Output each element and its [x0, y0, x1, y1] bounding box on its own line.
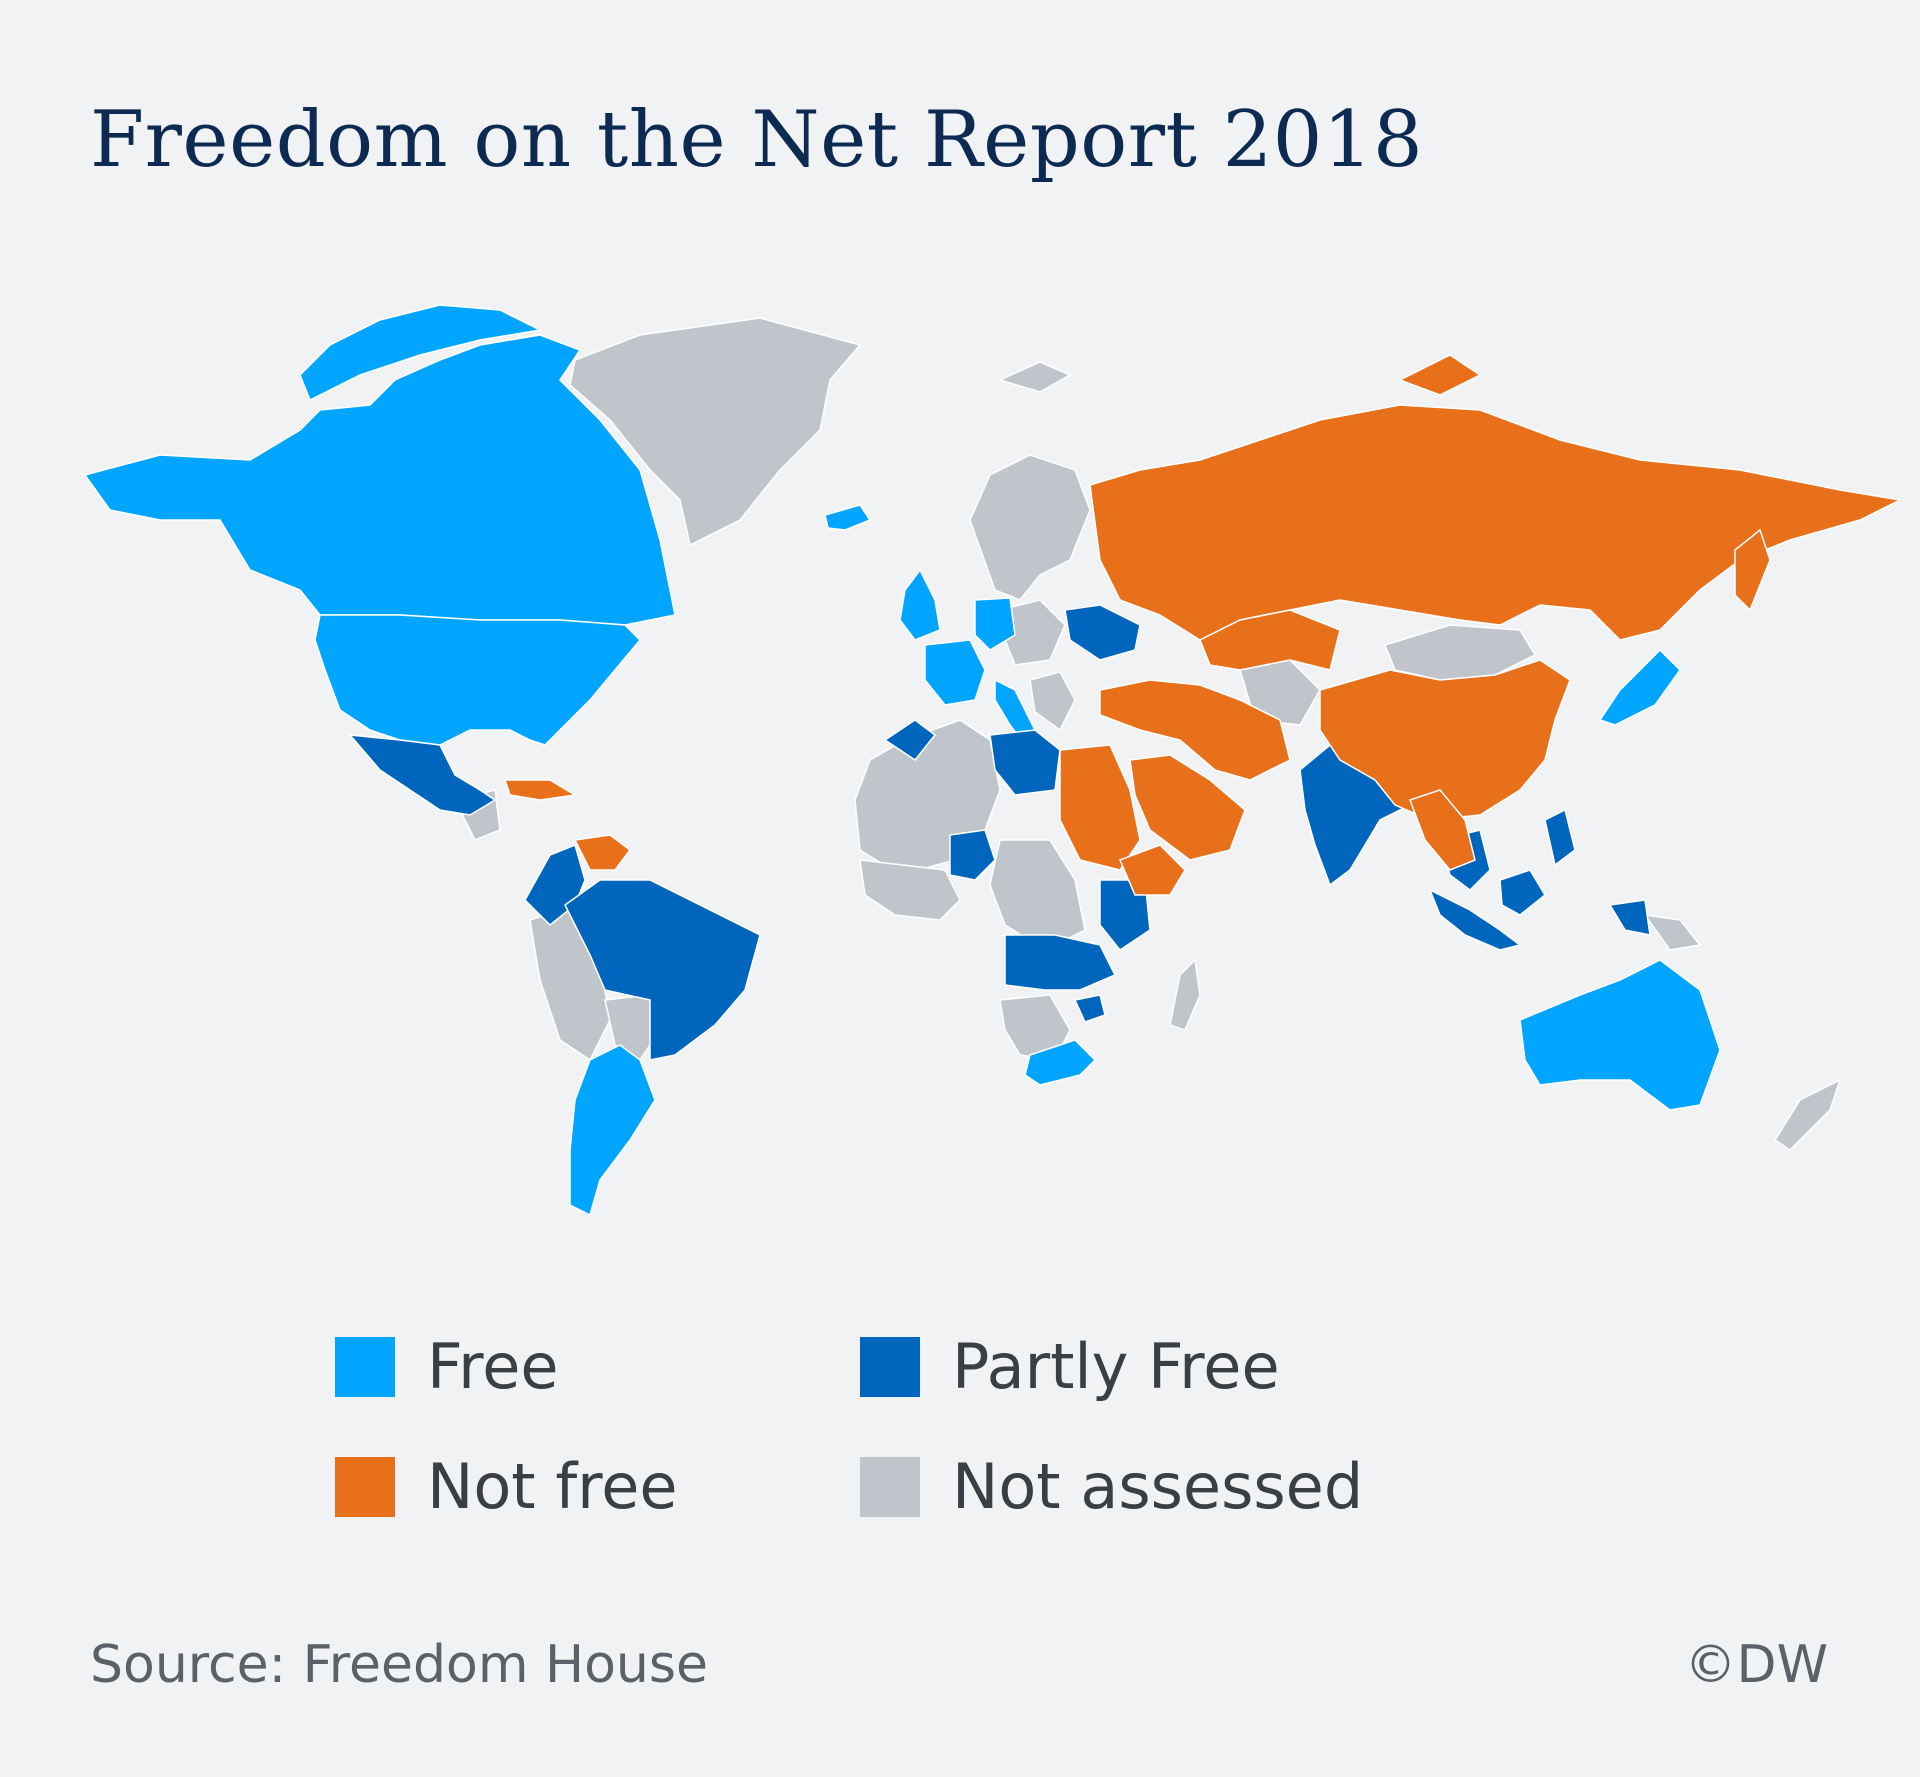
region-egypt-sudan [1059, 744, 1141, 871]
region-arabia [1129, 754, 1246, 861]
region-ukraine-belarus [1064, 604, 1141, 661]
world-map [83, 304, 1903, 1217]
source-text: Source: Freedom House [90, 1635, 708, 1695]
region-south-africa [1024, 1039, 1097, 1086]
region-philippines [1544, 808, 1576, 867]
region-canadian-islands [299, 304, 543, 402]
region-uk [899, 568, 941, 641]
region-usa [314, 614, 642, 746]
region-balkans [1029, 671, 1076, 732]
region-angola-zambia [1004, 934, 1117, 991]
legend-label-partly-free: Partly Free [952, 1330, 1280, 1403]
legend-item-not-free: Not free [335, 1450, 678, 1523]
legend-item-free: Free [335, 1330, 559, 1403]
region-venezuela [573, 834, 632, 871]
region-china [1319, 659, 1571, 821]
region-mongolia [1384, 624, 1537, 681]
region-libya [989, 729, 1061, 796]
region-russia [1089, 404, 1903, 641]
copyright-text: ©DW [1684, 1635, 1828, 1695]
legend-label-not-assessed: Not assessed [952, 1450, 1364, 1523]
region-australia [1519, 959, 1721, 1111]
legend-item-partly-free: Partly Free [860, 1330, 1280, 1403]
region-new-zealand [1773, 1078, 1842, 1151]
region-kamchatka [1734, 528, 1771, 612]
region-indonesia [1428, 888, 1522, 951]
region-cuba [503, 779, 578, 801]
region-myanmar-vietnam [1409, 789, 1476, 871]
legend-swatch-partly-free [860, 1336, 920, 1397]
legend-label-not-free: Not free [427, 1450, 678, 1523]
region-japan [1598, 648, 1681, 726]
region-germany [974, 597, 1016, 651]
region-mexico [348, 734, 497, 816]
region-ethiopia [1119, 844, 1186, 896]
region-svalbard [997, 361, 1072, 393]
legend-label-free: Free [427, 1330, 559, 1403]
region-morocco-libya [883, 719, 937, 762]
region-argentina [569, 1044, 656, 1217]
region-turkey-iran [1099, 679, 1291, 781]
region-borneo [1499, 869, 1546, 916]
region-france [924, 639, 986, 706]
region-nigeria [949, 829, 996, 881]
region-brazil [564, 879, 761, 1061]
region-scandinavia [969, 454, 1091, 601]
region-iceland [824, 504, 872, 531]
legend-item-not-assessed: Not assessed [860, 1450, 1363, 1523]
region-zimbabwe [1073, 994, 1106, 1023]
region-madagascar [1169, 958, 1201, 1031]
region-canada [83, 334, 676, 626]
legend-swatch-not-free [335, 1456, 395, 1517]
region-central-africa [989, 839, 1086, 951]
region-greenland [569, 317, 862, 547]
region-papua-new-guinea [1643, 914, 1702, 951]
region-west-africa [859, 859, 961, 921]
region-kazakhstan [1199, 609, 1341, 671]
region-new-guinea-west [1608, 899, 1651, 936]
region-russian-arctic [1398, 354, 1482, 396]
legend-swatch-not-assessed [860, 1456, 920, 1517]
legend-swatch-free [335, 1336, 395, 1397]
map-title: Freedom on the Net Report 2018 [90, 95, 1424, 185]
